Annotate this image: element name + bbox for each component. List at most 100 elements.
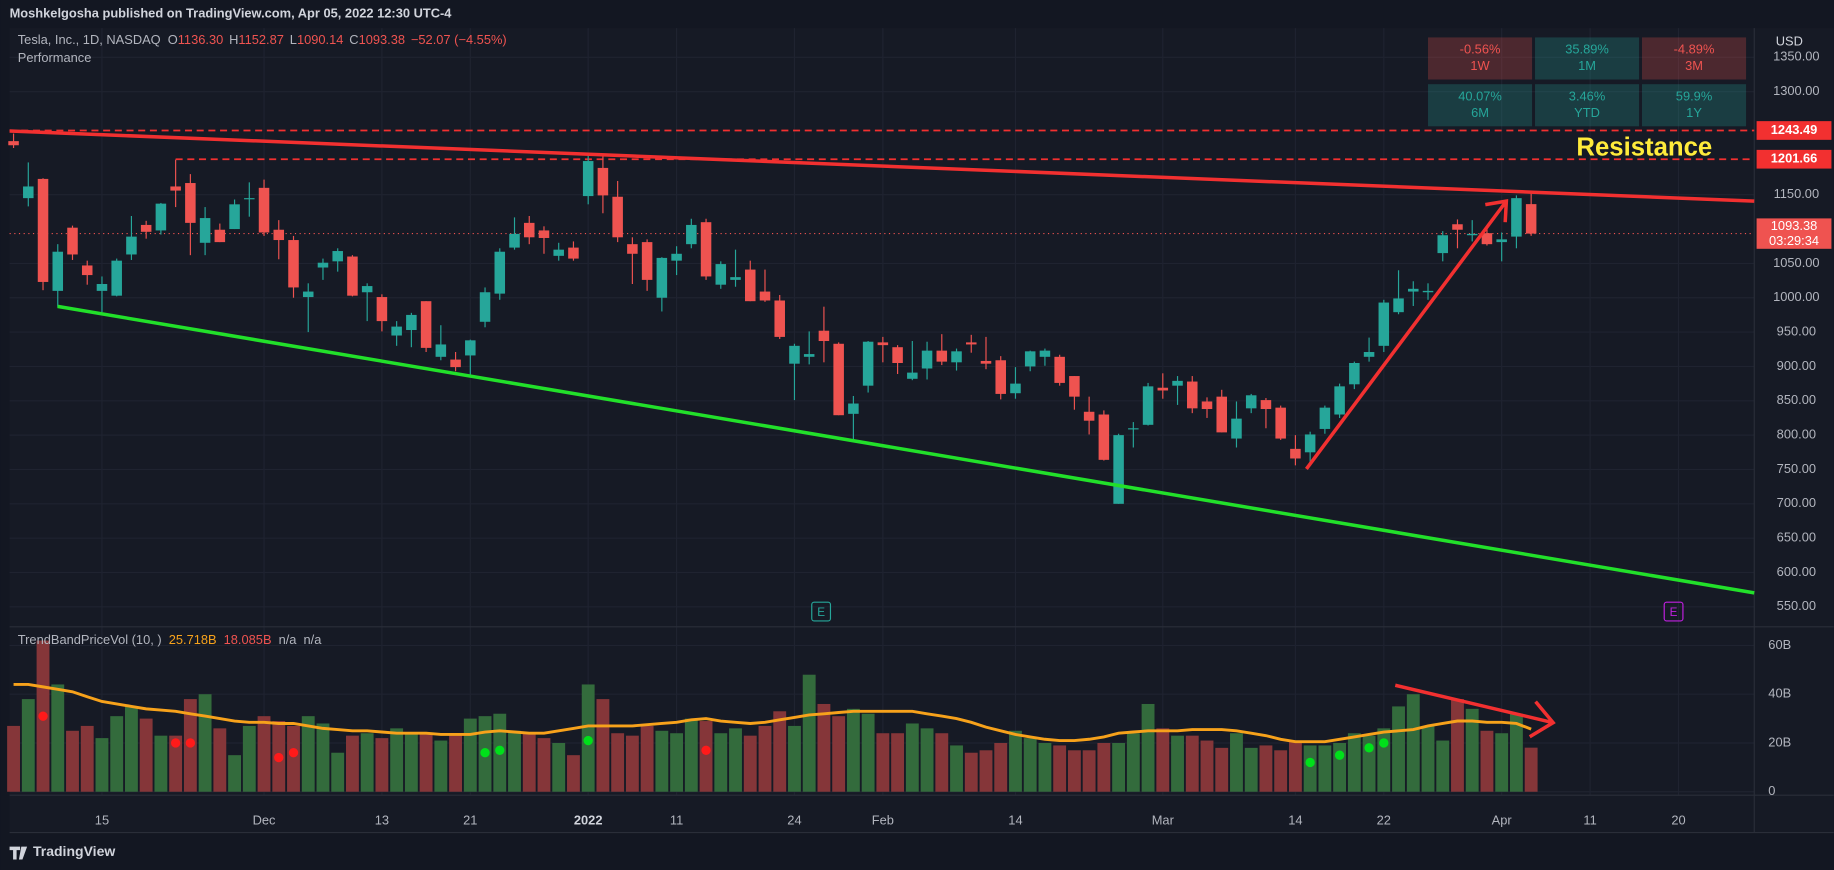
legend-change: −52.07 (−4.55%) — [411, 32, 507, 47]
candle-body — [759, 291, 771, 301]
volume-bar — [508, 730, 521, 792]
volume-bar — [1215, 747, 1229, 792]
candle-body — [730, 277, 741, 280]
signal-dot — [1334, 750, 1345, 760]
legend-value: 1090.14 — [297, 32, 343, 47]
indicator-title: TrendBandPriceVol (10, ) — [18, 632, 162, 647]
volume-bar — [1230, 733, 1243, 792]
candle-body — [1481, 233, 1493, 245]
volume-tick-label: 20B — [1768, 734, 1791, 749]
candle-body — [1260, 400, 1272, 410]
performance-label: Performance — [18, 50, 92, 65]
svg-text:E: E — [817, 606, 825, 619]
volume-bar — [360, 733, 374, 792]
signal-dot — [1364, 743, 1374, 753]
candle-body — [67, 227, 78, 255]
candle-body — [656, 257, 668, 298]
earnings-icon: E — [811, 601, 832, 622]
volume-bar — [640, 725, 654, 792]
volume-bar — [1009, 730, 1022, 792]
x-tick-label: 2022 — [574, 812, 603, 827]
volume-bar — [1023, 738, 1037, 792]
legend-value: 1093.38 — [359, 32, 405, 47]
y-tick-label: 1050.00 — [1773, 255, 1819, 270]
symbol: Tesla, Inc., 1D, NASDAQ — [18, 32, 161, 47]
candle-body — [965, 342, 977, 345]
legend-key: C — [349, 32, 358, 47]
volume-bar — [1171, 735, 1184, 792]
x-tick-label: Mar — [1152, 812, 1175, 827]
performance-period: 1W — [1470, 58, 1490, 73]
x-tick-label: Apr — [1492, 812, 1513, 827]
indicator-value: 25.718B — [169, 632, 217, 647]
rally-arrow — [1304, 199, 1509, 470]
volume-bar — [154, 735, 168, 792]
x-tick-label: Dec — [253, 812, 276, 827]
x-tick-label: 22 — [1377, 812, 1391, 827]
volume-bar — [817, 703, 831, 792]
candle-body — [509, 233, 520, 248]
legend-value: 1136.30 — [178, 32, 224, 47]
candle-body — [81, 265, 93, 276]
candle-body — [1083, 411, 1095, 421]
performance-period: 1Y — [1686, 105, 1702, 120]
volume-bar — [1185, 735, 1199, 792]
candle-body — [936, 350, 948, 362]
volume-bar — [950, 745, 963, 792]
volume-bar — [213, 728, 227, 792]
candle-body — [921, 350, 933, 369]
volume-bar — [979, 750, 993, 792]
candle-body — [199, 218, 211, 243]
volume-bar — [832, 716, 846, 792]
candle-body — [1466, 233, 1478, 236]
candle-body — [1511, 198, 1522, 237]
candle-body — [258, 187, 270, 233]
performance-cell — [1428, 84, 1533, 127]
volume-bar — [316, 723, 330, 792]
svg-text:E: E — [1670, 606, 1678, 619]
volume-bar — [1200, 740, 1214, 792]
volume-bar — [110, 716, 124, 792]
performance-value: 59.9% — [1676, 88, 1712, 103]
candle-body — [140, 224, 152, 232]
volume-bar — [1244, 747, 1258, 792]
candle-body — [627, 244, 638, 254]
volume-bar — [346, 735, 359, 792]
candle-body — [332, 251, 343, 262]
ma-line — [13, 682, 1532, 744]
volume-bar — [80, 725, 94, 792]
volume-bar — [994, 742, 1008, 792]
volume-bar — [331, 752, 345, 792]
volume-bar — [1509, 713, 1523, 792]
level-label: 1243.49 — [1771, 122, 1817, 137]
volume-bar — [257, 716, 271, 792]
indicator-value: n/a — [303, 632, 322, 647]
countdown: 03:29:34 — [1769, 233, 1819, 248]
candle-body — [597, 167, 609, 196]
level-tag — [1756, 149, 1832, 169]
candle-body — [1319, 407, 1331, 429]
volume-bar — [655, 730, 669, 792]
performance-period: 3M — [1685, 58, 1703, 73]
volume-bar — [95, 738, 109, 792]
chart-frame — [9, 28, 1834, 833]
y-tick-label: 800.00 — [1777, 427, 1816, 442]
signal-dot — [583, 735, 593, 746]
volume-bar — [846, 708, 860, 792]
candle-body — [1157, 387, 1169, 391]
performance-value: 3.46% — [1569, 88, 1605, 103]
volume-bar — [861, 713, 875, 792]
marks: -0.56%1W 35.89%1M -4.89%3M 40.07% 6M 3.46% YTD… — [7, 37, 1832, 827]
volume-bar — [228, 755, 241, 792]
volume-bar — [1406, 694, 1420, 792]
candle-body — [803, 354, 815, 357]
publisher: Moshkelgosha published on TradingView.co… — [10, 5, 453, 20]
y-tick-label: 650.00 — [1777, 530, 1816, 545]
candle-body — [700, 222, 712, 277]
candle-body — [229, 204, 240, 230]
volume-bar — [743, 735, 757, 792]
signal-dot — [274, 752, 284, 763]
last-price-label: 1093.38 — [1771, 218, 1817, 233]
volume-bar — [1347, 733, 1361, 792]
candle-body — [155, 203, 167, 231]
